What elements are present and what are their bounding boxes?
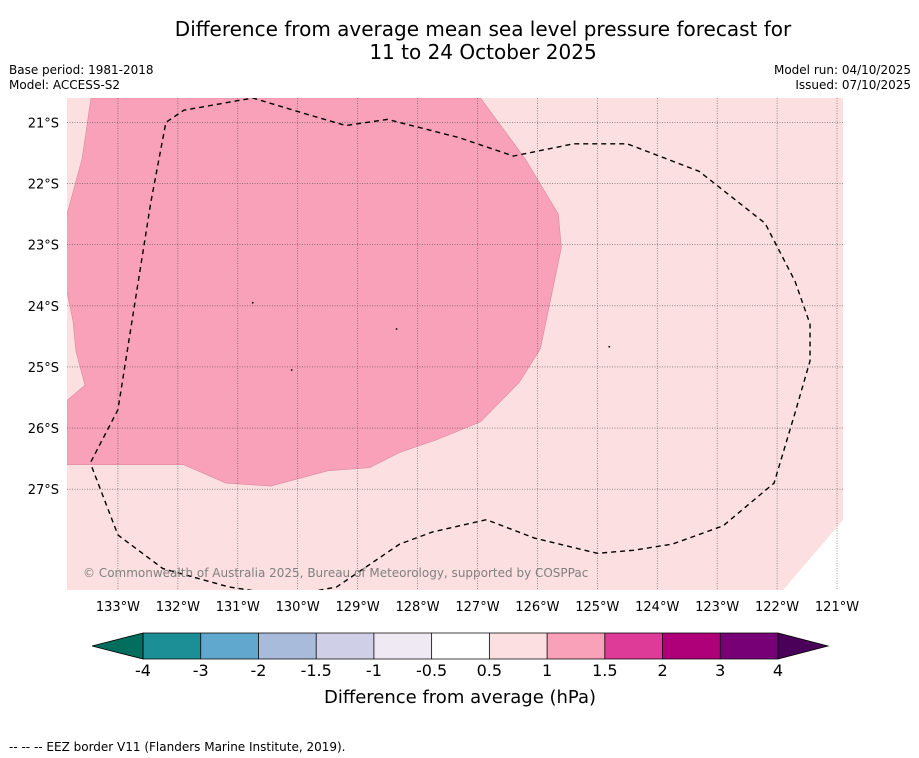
colorbar-band-5 <box>431 633 490 659</box>
model-run: Model run: 04/10/2025 <box>773 63 911 77</box>
colorbar-label: Difference from average (hPa) <box>324 687 596 708</box>
y-tick-label-1: 22°S <box>28 178 59 193</box>
y-tick-label-4: 25°S <box>28 361 59 376</box>
base-period: Base period: 1981-2018 <box>9 63 154 77</box>
chart-title: Difference from average mean sea level p… <box>0 18 919 64</box>
colorbar-band-3 <box>316 633 374 659</box>
island-3 <box>608 345 611 348</box>
eez-footnote: -- -- -- EEZ border V11 (Flanders Marine… <box>9 740 346 754</box>
island-1 <box>395 328 398 330</box>
x-tick-label-0: 133°W <box>96 600 140 615</box>
colorbar-band-9 <box>662 633 721 659</box>
model-name: Model: ACCESS-S2 <box>9 78 121 92</box>
colorbar-band-7 <box>547 633 605 659</box>
y-tick-label-5: 26°S <box>28 422 59 437</box>
colorbar-tick-label-5: -0.5 <box>416 661 447 680</box>
colorbar-tick-label-8: 1.5 <box>592 661 617 680</box>
colorbar-tick-label-6: 0.5 <box>477 661 502 680</box>
island-2 <box>290 369 293 371</box>
colorbar-band-1 <box>200 633 259 659</box>
no-data-corner <box>783 519 843 590</box>
copyright-notice: © Commonwealth of Australia 2025, Bureau… <box>83 566 588 580</box>
colorbar-tick-label-2: -2 <box>250 661 266 680</box>
x-tick-label-1: 132°W <box>156 600 200 615</box>
y-tick-label-2: 23°S <box>28 239 59 254</box>
colorbar-extend-high <box>777 632 830 660</box>
colorbar-band-10 <box>720 633 778 659</box>
colorbar-tick-label-10: 3 <box>715 661 725 680</box>
anomaly-region-0 <box>67 98 562 487</box>
colorbar-band-0 <box>143 633 201 659</box>
eez-border <box>90 98 811 590</box>
island-0 <box>251 301 254 304</box>
x-tick-label-10: 123°W <box>695 600 739 615</box>
x-tick-label-11: 122°W <box>755 600 799 615</box>
issued-date: Issued: 07/10/2025 <box>795 78 911 92</box>
y-tick-label-0: 21°S <box>28 116 59 131</box>
colorbar-tick-label-1: -3 <box>193 661 209 680</box>
x-tick-label-3: 130°W <box>276 600 320 615</box>
y-tick-label-6: 27°S <box>28 483 59 498</box>
y-tick-label-3: 24°S <box>28 300 59 315</box>
x-tick-label-2: 131°W <box>216 600 260 615</box>
x-tick-label-8: 125°W <box>575 600 619 615</box>
colorbar-tick-label-7: 1 <box>542 661 552 680</box>
x-tick-label-6: 127°W <box>455 600 499 615</box>
colorbar-band-2 <box>258 633 317 659</box>
x-tick-label-4: 129°W <box>336 600 380 615</box>
x-tick-label-7: 126°W <box>515 600 559 615</box>
colorbar-tick-label-4: -1 <box>366 661 382 680</box>
colorbar-tick-label-9: 2 <box>657 661 667 680</box>
colorbar-band-6 <box>489 633 548 659</box>
x-tick-label-5: 128°W <box>395 600 439 615</box>
colorbar-extend-low <box>91 632 144 660</box>
colorbar-tick-label-3: -1.5 <box>301 661 332 680</box>
title-line-1: Difference from average mean sea level p… <box>174 17 792 41</box>
x-tick-label-9: 124°W <box>635 600 679 615</box>
meta-right: Model run: 04/10/2025 Issued: 07/10/2025 <box>774 63 911 93</box>
colorbar-tick-label-11: 4 <box>773 661 783 680</box>
x-tick-label-12: 121°W <box>815 600 859 615</box>
colorbar-tick-label-0: -4 <box>135 661 151 680</box>
title-line-2: 11 to 24 October 2025 <box>369 40 597 64</box>
colorbar-band-4 <box>373 633 432 659</box>
colorbar-band-8 <box>604 633 663 659</box>
meta-left: Base period: 1981-2018 Model: ACCESS-S2 <box>9 63 154 93</box>
